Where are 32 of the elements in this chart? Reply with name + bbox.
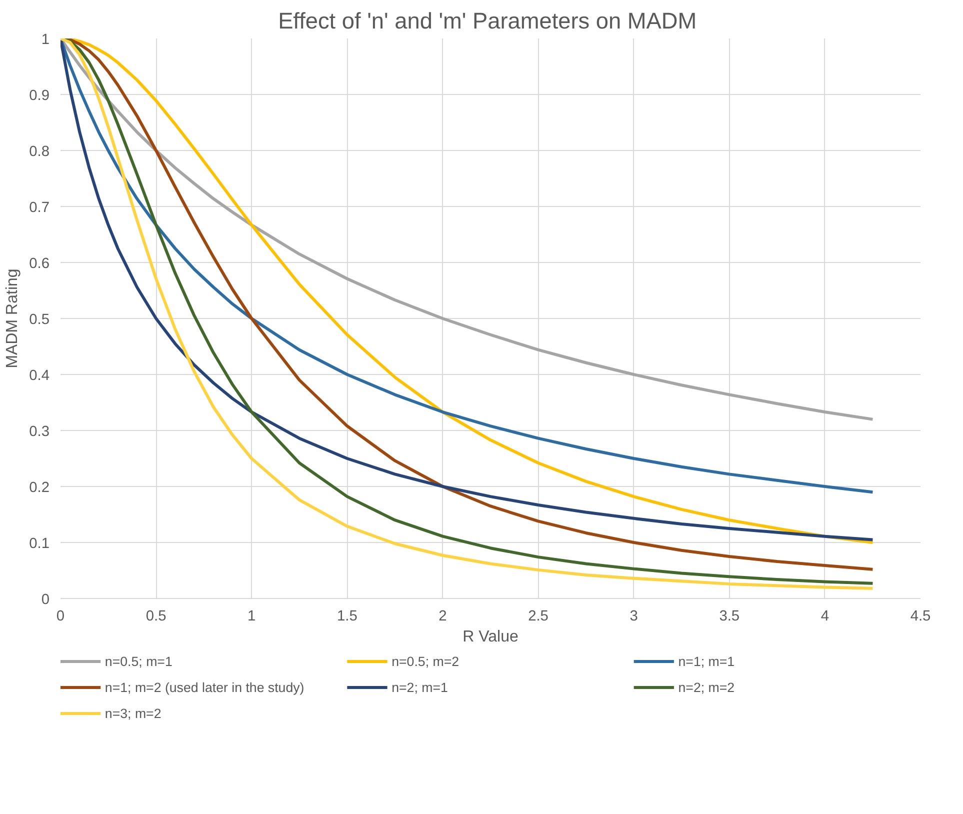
x-tick-label: 4 bbox=[820, 608, 830, 624]
legend-label: n=0.5; m=2 bbox=[392, 654, 460, 669]
y-tick-label: 0.9 bbox=[29, 88, 50, 104]
x-tick-label: 1.5 bbox=[336, 608, 358, 624]
x-tick-label: 4.5 bbox=[910, 608, 931, 624]
x-axis-title: R Value bbox=[462, 628, 518, 646]
line-series bbox=[60, 38, 874, 421]
legend-label: n=1; m=1 bbox=[678, 654, 735, 669]
y-tick-label: 0 bbox=[41, 592, 50, 608]
y-axis-title: MADM Rating bbox=[4, 268, 22, 368]
x-tick-label: 0.5 bbox=[146, 608, 166, 624]
x-tick-label: 2.5 bbox=[528, 608, 548, 624]
y-tick-label: 0.7 bbox=[29, 200, 50, 216]
legend-label: n=2; m=2 bbox=[678, 680, 735, 695]
y-tick-label: 0.2 bbox=[29, 480, 50, 496]
x-tick-label: 3.5 bbox=[719, 608, 740, 624]
y-tick-label: 0.6 bbox=[29, 256, 50, 272]
y-tick-label: 0.8 bbox=[29, 144, 50, 160]
legend-label: n=2; m=1 bbox=[392, 680, 448, 695]
y-tick-label: 0.3 bbox=[29, 424, 50, 440]
x-tick-label: 3 bbox=[630, 608, 638, 624]
x-tick-label: 2 bbox=[438, 608, 447, 624]
x-tick-label: 0 bbox=[56, 608, 65, 624]
x-tick-label: 1 bbox=[248, 608, 256, 624]
legend-label: n=0.5; m=1 bbox=[104, 654, 172, 669]
y-tick-label: 0.1 bbox=[29, 536, 50, 552]
y-tick-label: 0.5 bbox=[29, 312, 50, 328]
legend-label: n=1; m=2 (used later in the study) bbox=[104, 680, 304, 695]
y-tick-label: 0.4 bbox=[29, 368, 50, 384]
y-tick-label: 1 bbox=[41, 32, 50, 48]
legend-label: n=3; m=2 bbox=[104, 706, 162, 721]
chart-title: Effect of 'n' and 'm' Parameters on MADM bbox=[278, 8, 697, 34]
